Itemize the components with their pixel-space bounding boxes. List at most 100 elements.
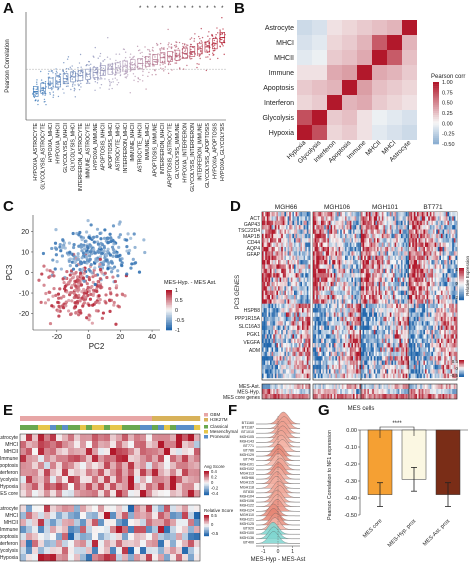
panel-d-cell xyxy=(394,238,397,243)
panel-a-tick-label: ASTROCYTE_MHCI xyxy=(115,123,121,171)
panel-d-cell xyxy=(290,238,293,243)
panel-d-cell xyxy=(369,255,371,261)
panel-c-colorbar-tick: 1 xyxy=(175,288,178,294)
panel-a-point xyxy=(129,56,131,59)
panel-d-cell xyxy=(364,277,366,283)
panel-a-point xyxy=(74,96,77,98)
panel-d-cell xyxy=(365,347,368,352)
panel-d-cell xyxy=(333,303,336,309)
panel-d-cell xyxy=(357,308,360,313)
panel-d-cell xyxy=(370,343,373,348)
panel-a-point xyxy=(90,63,92,65)
panel-d-cell xyxy=(391,325,394,331)
panel-d-cell xyxy=(276,229,279,235)
panel-c-point xyxy=(90,271,94,275)
panel-a-point xyxy=(51,70,53,72)
panel-d-cell xyxy=(268,264,271,269)
panel-a-point xyxy=(47,73,50,75)
panel-d-cell xyxy=(300,299,303,304)
panel-d-cell xyxy=(348,238,350,243)
panel-a-point xyxy=(205,43,207,46)
panel-d-cell xyxy=(302,338,304,344)
panel-d-cell xyxy=(273,255,275,261)
panel-d-cell xyxy=(306,220,309,226)
panel-d-cell xyxy=(369,220,371,226)
panel-c-point xyxy=(75,264,79,268)
panel-d-cell xyxy=(405,255,408,261)
panel-c-point xyxy=(117,235,121,239)
panel-d-cell xyxy=(271,347,274,352)
panel-d-cell xyxy=(322,351,325,357)
panel-d-cell xyxy=(381,281,384,287)
panel-d-cell xyxy=(399,212,402,217)
panel-a-sig-marker: * xyxy=(206,6,209,12)
panel-d-cell xyxy=(324,290,326,296)
panel-d-cell xyxy=(287,369,290,374)
panel-d-cell xyxy=(353,220,355,226)
panel-a-point xyxy=(212,52,214,54)
panel-d-cell xyxy=(351,321,354,326)
panel-d-cell xyxy=(367,242,370,248)
panel-d-cell xyxy=(276,286,279,291)
panel-d-cell xyxy=(337,308,339,313)
panel-d-cell xyxy=(391,299,394,304)
panel-d-cell xyxy=(332,329,334,335)
panel-d-cell xyxy=(329,216,331,221)
panel-d-cell xyxy=(370,321,373,326)
panel-d-cell xyxy=(362,312,365,318)
panel-d-cell xyxy=(298,369,301,374)
panel-d-cell xyxy=(287,216,290,221)
panel-d-score-cell xyxy=(314,389,317,394)
panel-d-cell xyxy=(322,286,325,291)
panel-d-cell xyxy=(346,299,349,304)
panel-d-cell xyxy=(370,303,373,309)
panel-c-point xyxy=(84,239,88,243)
panel-d-cell xyxy=(340,334,342,339)
panel-c-point xyxy=(56,292,61,296)
panel-d-cell xyxy=(343,338,346,344)
panel-a-point xyxy=(126,72,128,74)
panel-d-cell xyxy=(357,356,360,361)
panel-d-cell xyxy=(316,338,318,344)
panel-a-point xyxy=(65,85,68,88)
panel-d-cell xyxy=(399,260,402,265)
panel-d-cell xyxy=(346,268,349,274)
panel-d-cell xyxy=(330,369,333,374)
panel-c-colorbar-swatch xyxy=(166,310,172,312)
panel-d-cell xyxy=(365,260,368,265)
panel-d-cell xyxy=(292,264,295,269)
panel-a-point xyxy=(156,60,158,62)
panel-d-cell xyxy=(353,308,355,313)
panel-d-cell xyxy=(362,356,365,361)
panel-d-cell xyxy=(316,364,318,370)
panel-d-cell xyxy=(359,364,362,370)
panel-d-cell xyxy=(375,360,378,366)
panel-d-cell xyxy=(281,242,283,248)
panel-d-cell xyxy=(385,295,387,300)
panel-c-point xyxy=(65,290,69,294)
panel-d-cell xyxy=(341,212,344,217)
panel-c-point xyxy=(87,313,91,317)
panel-d-cell xyxy=(287,373,290,379)
panel-d-cell xyxy=(282,268,285,274)
panel-d-cell xyxy=(305,316,307,322)
panel-d-cell xyxy=(292,299,295,304)
panel-d-cell xyxy=(343,242,346,248)
panel-d-cell xyxy=(298,251,301,256)
panel-c-point xyxy=(107,261,111,265)
panel-d-cell xyxy=(396,225,398,230)
panel-d-score-cell xyxy=(306,384,309,389)
panel-a-point xyxy=(86,79,89,82)
panel-d-score-cell xyxy=(359,384,362,389)
panel-d-cell xyxy=(343,251,346,256)
panel-c-point xyxy=(102,260,106,264)
panel-d-cell xyxy=(274,299,277,304)
panel-d-cell xyxy=(282,260,285,265)
panel-d-cell xyxy=(327,268,330,274)
panel-a-point xyxy=(217,32,219,34)
panel-d-cell xyxy=(303,369,306,374)
panel-d-cell xyxy=(294,225,296,230)
panel-d-cell xyxy=(273,264,275,269)
panel-d-cell xyxy=(388,273,390,278)
panel-d-cell xyxy=(278,220,280,226)
